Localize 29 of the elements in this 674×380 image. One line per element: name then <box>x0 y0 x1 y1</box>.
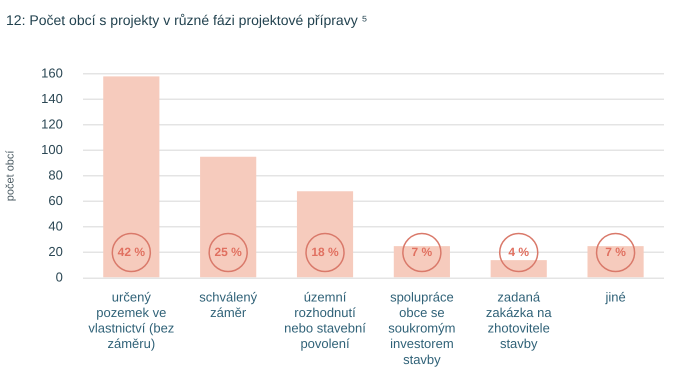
x-tick-label: schválený záměr <box>199 289 258 320</box>
x-tick-label: určený pozemek ve vlastnictví (bez záměru) <box>88 289 174 352</box>
y-tick-label: 160 <box>41 65 63 80</box>
y-tick-label: 120 <box>41 116 63 132</box>
annotation: 18 % <box>311 244 340 259</box>
x-tick-label: jiné <box>604 289 626 304</box>
bar <box>296 191 354 278</box>
y-tick-label: 20 <box>48 244 63 260</box>
bar <box>103 76 160 278</box>
bar <box>587 246 644 278</box>
annotation: 25 % <box>214 244 242 259</box>
annotation: 7 % <box>605 244 626 259</box>
y-tick-label: 0 <box>56 270 63 285</box>
annotation: 7 % <box>412 244 433 259</box>
y-axis-title: počet obcí <box>4 150 17 202</box>
x-tick-label: územní rozhodnutí nebo stavební povolení <box>284 289 366 352</box>
y-tick-label: 60 <box>48 193 63 208</box>
bar <box>394 246 450 278</box>
y-tick-label: 80 <box>48 167 63 182</box>
y-tick-label: 40 <box>48 218 63 234</box>
annotation: 42 % <box>118 244 146 259</box>
y-tick-label: 140 <box>41 90 63 106</box>
bar <box>200 156 256 278</box>
bar <box>490 260 547 278</box>
x-tick-label: spolupráce obce se soukromým investorem stavby <box>388 289 456 367</box>
x-tick-label: zadaná zakázka na zhotovitele stavby <box>486 289 552 352</box>
chart-title: 12: Počet obcí s projekty v různé fázi projektové přípravy ⁵ <box>6 12 368 28</box>
annotation: 4 % <box>508 244 530 259</box>
y-tick-label: 100 <box>41 142 63 157</box>
